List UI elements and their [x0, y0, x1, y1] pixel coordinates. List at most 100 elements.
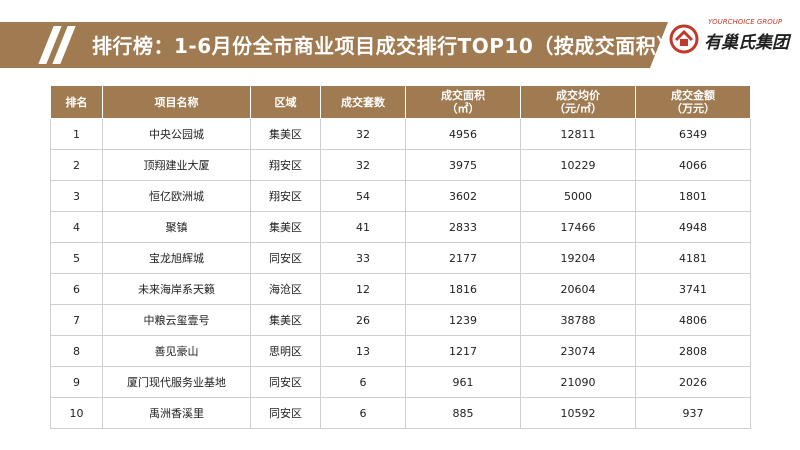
- district-cell: 同安区: [250, 366, 321, 398]
- amount-cell: 1801: [635, 180, 751, 212]
- district-cell: 集美区: [250, 304, 321, 336]
- project-name-cell: 厦门现代服务业基地: [102, 366, 251, 398]
- company-logo: YOURCHOICE GROUP 有巢氏集团: [668, 14, 793, 56]
- project-name-cell: 善见豪山: [102, 335, 251, 367]
- area-cell: 885: [405, 397, 521, 429]
- amount-cell: 2026: [635, 366, 751, 398]
- amount-cell: 6349: [635, 118, 751, 150]
- column-header: 成交金额 （万元）: [635, 85, 751, 119]
- district-cell: 翔安区: [250, 149, 321, 181]
- amount-cell: 4181: [635, 242, 751, 274]
- district-cell: 集美区: [250, 211, 321, 243]
- table-row: 9 厦门现代服务业基地 同安区 6 961 21090 2026: [50, 366, 751, 398]
- price-cell: 19204: [520, 242, 636, 274]
- rank-cell: 5: [50, 242, 103, 274]
- column-header-label: 成交面积: [441, 89, 485, 102]
- district-cell: 同安区: [250, 397, 321, 429]
- district-cell: 同安区: [250, 242, 321, 274]
- column-header-label: 成交均价: [556, 89, 600, 102]
- column-header-unit: （元/㎡）: [553, 102, 603, 115]
- price-cell: 23074: [520, 335, 636, 367]
- project-name-cell: 顶翔建业大厦: [102, 149, 251, 181]
- column-header: 区域: [250, 85, 321, 119]
- area-cell: 1816: [405, 273, 521, 305]
- column-header-label: 区域: [274, 95, 297, 109]
- column-header: 排名: [50, 85, 103, 119]
- ranking-table: 排名 项目名称 区域 成交套数 成交面积 （㎡） 成交均价 （元/㎡） 成交金额 （万元） 1 中央…: [50, 85, 751, 429]
- logo-english-text: YOURCHOICE GROUP: [708, 18, 783, 26]
- price-cell: 10592: [520, 397, 636, 429]
- units-cell: 12: [320, 273, 406, 305]
- project-name-cell: 聚镇: [102, 211, 251, 243]
- units-cell: 13: [320, 335, 406, 367]
- column-header: 成交均价 （元/㎡）: [520, 85, 636, 119]
- table-body: 1 中央公园城 集美区 32 4956 12811 6349 2 顶翔建业大厦 翔安区 32 3975…: [50, 118, 751, 429]
- area-cell: 1239: [405, 304, 521, 336]
- price-cell: 17466: [520, 211, 636, 243]
- column-header-unit: （万元）: [671, 102, 715, 115]
- table-row: 3 恒亿欧洲城 翔安区 54 3602 5000 1801: [50, 180, 751, 212]
- amount-cell: 937: [635, 397, 751, 429]
- project-name-cell: 禹洲香溪里: [102, 397, 251, 429]
- column-header: 成交套数: [320, 85, 406, 119]
- rank-cell: 7: [50, 304, 103, 336]
- amount-cell: 4806: [635, 304, 751, 336]
- area-cell: 3602: [405, 180, 521, 212]
- area-cell: 2833: [405, 211, 521, 243]
- amount-cell: 4066: [635, 149, 751, 181]
- area-cell: 1217: [405, 335, 521, 367]
- rank-cell: 1: [50, 118, 103, 150]
- table-row: 2 顶翔建业大厦 翔安区 32 3975 10229 4066: [50, 149, 751, 181]
- rank-cell: 3: [50, 180, 103, 212]
- column-header-label: 成交套数: [341, 95, 385, 109]
- table-row: 5 宝龙旭辉城 同安区 33 2177 19204 4181: [50, 242, 751, 274]
- rank-cell: 2: [50, 149, 103, 181]
- table-row: 6 未来海岸系天籁 海沧区 12 1816 20604 3741: [50, 273, 751, 305]
- price-cell: 20604: [520, 273, 636, 305]
- price-cell: 21090: [520, 366, 636, 398]
- price-cell: 12811: [520, 118, 636, 150]
- price-cell: 5000: [520, 180, 636, 212]
- column-header-unit: （㎡）: [446, 102, 480, 115]
- project-name-cell: 中央公园城: [102, 118, 251, 150]
- district-cell: 集美区: [250, 118, 321, 150]
- column-header-label: 项目名称: [154, 95, 199, 109]
- area-cell: 4956: [405, 118, 521, 150]
- rank-cell: 8: [50, 335, 103, 367]
- area-cell: 961: [405, 366, 521, 398]
- price-cell: 10229: [520, 149, 636, 181]
- area-cell: 2177: [405, 242, 521, 274]
- district-cell: 思明区: [250, 335, 321, 367]
- house-logo-icon: [669, 24, 699, 54]
- table-row: 8 善见豪山 思明区 13 1217 23074 2808: [50, 335, 751, 367]
- district-cell: 翔安区: [250, 180, 321, 212]
- table-row: 4 聚镇 集美区 41 2833 17466 4948: [50, 211, 751, 243]
- column-header-label: 排名: [65, 95, 88, 109]
- area-cell: 3975: [405, 149, 521, 181]
- project-name-cell: 恒亿欧洲城: [102, 180, 251, 212]
- slash-decoration-icon: [38, 26, 90, 64]
- page-title: 排行榜：1-6月份全市商业项目成交排行TOP10（按成交面积）: [92, 34, 677, 58]
- units-cell: 32: [320, 149, 406, 181]
- units-cell: 32: [320, 118, 406, 150]
- table-header-row: 排名 项目名称 区域 成交套数 成交面积 （㎡） 成交均价 （元/㎡） 成交金额 （万元）: [50, 85, 751, 119]
- table-row: 1 中央公园城 集美区 32 4956 12811 6349: [50, 118, 751, 150]
- rank-cell: 10: [50, 397, 103, 429]
- column-header: 成交面积 （㎡）: [405, 85, 521, 119]
- district-cell: 海沧区: [250, 273, 321, 305]
- units-cell: 26: [320, 304, 406, 336]
- units-cell: 41: [320, 211, 406, 243]
- column-header-label: 成交金额: [671, 89, 715, 102]
- rank-cell: 9: [50, 366, 103, 398]
- table-row: 7 中粮云玺壹号 集美区 26 1239 38788 4806: [50, 304, 751, 336]
- amount-cell: 3741: [635, 273, 751, 305]
- project-name-cell: 宝龙旭辉城: [102, 242, 251, 274]
- amount-cell: 4948: [635, 211, 751, 243]
- amount-cell: 2808: [635, 335, 751, 367]
- units-cell: 6: [320, 397, 406, 429]
- project-name-cell: 未来海岸系天籁: [102, 273, 251, 305]
- units-cell: 33: [320, 242, 406, 274]
- price-cell: 38788: [520, 304, 636, 336]
- rank-cell: 4: [50, 211, 103, 243]
- rank-cell: 6: [50, 273, 103, 305]
